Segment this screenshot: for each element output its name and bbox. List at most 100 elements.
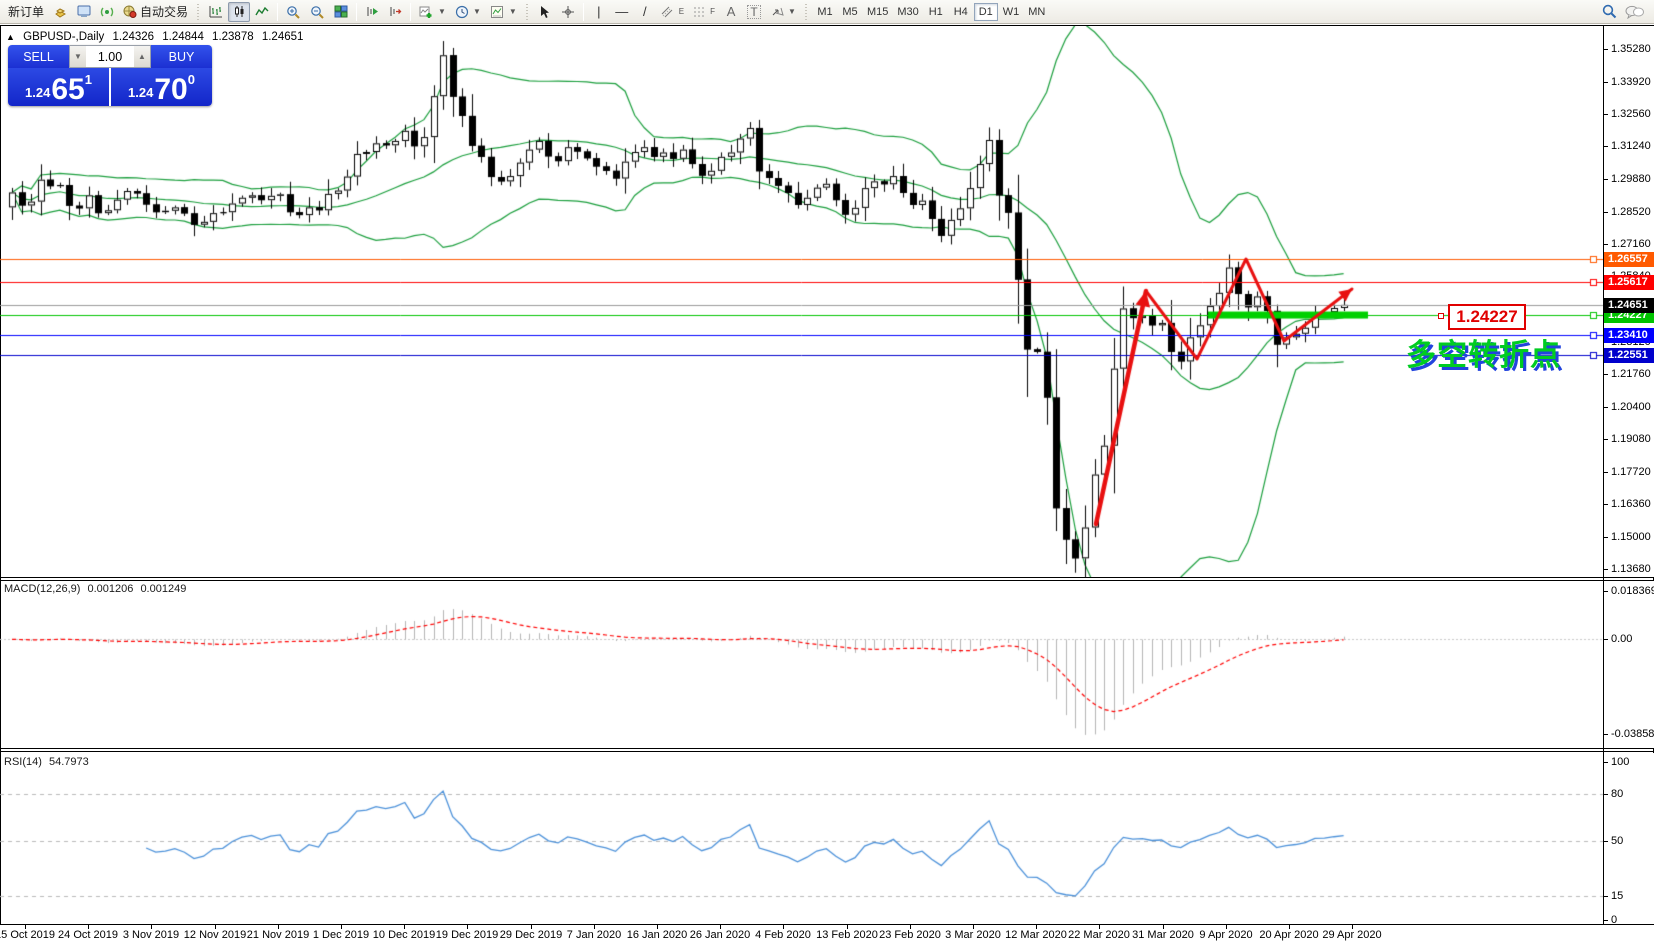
timeframe-m5[interactable]: M5 bbox=[838, 3, 862, 21]
monitor-icon bbox=[77, 5, 91, 17]
sell-price-pips: 65 bbox=[51, 73, 85, 106]
fibonacci-tool[interactable]: F bbox=[689, 2, 719, 22]
date-axis-label: 1 Dec 2019 bbox=[312, 929, 370, 941]
price-axis[interactable]: 1.35280 1.33920 1.32560 1.31240 1.29880 1.285… bbox=[1604, 26, 1654, 577]
date-axis-label: 9 Apr 2020 bbox=[1199, 929, 1253, 941]
pivot-annotation-text[interactable]: 多空转折点 bbox=[1406, 339, 1561, 372]
channel-icon bbox=[661, 6, 673, 18]
rsi-axis-tick bbox=[1604, 896, 1608, 897]
chat-icon[interactable] bbox=[1625, 5, 1644, 19]
timeframe-mn[interactable]: MN bbox=[1024, 3, 1049, 21]
volume-value[interactable]: 1.00 bbox=[97, 49, 123, 64]
volume-field[interactable]: ▼ 1.00 ▲ bbox=[69, 45, 151, 68]
rsi-axis-tick-label: 15 bbox=[1611, 890, 1624, 902]
auto-trading-button[interactable]: 自动交易 bbox=[119, 2, 192, 22]
templates-button[interactable]: ▼ bbox=[486, 2, 521, 22]
buy-price-base: 1.24 bbox=[128, 85, 154, 100]
new-order-button[interactable]: 新订单 bbox=[4, 2, 48, 22]
date-axis-tick bbox=[783, 925, 784, 929]
channel-tool[interactable]: E bbox=[657, 2, 688, 22]
timeframe-d1[interactable]: D1 bbox=[973, 2, 998, 21]
bar-chart-mode-button[interactable] bbox=[205, 2, 227, 22]
macd-axis-tick bbox=[1604, 639, 1608, 640]
candlestick-mode-button[interactable] bbox=[228, 1, 251, 22]
level-price-tag[interactable]: 1.22551 bbox=[1604, 348, 1654, 363]
main-price-chart[interactable] bbox=[0, 26, 1603, 577]
price-axis-tick-label: 1.27160 bbox=[1611, 238, 1651, 250]
autotrade-globe-icon bbox=[123, 5, 137, 18]
line-chart-mode-button[interactable] bbox=[251, 2, 273, 22]
auto-scroll-button[interactable] bbox=[361, 2, 383, 22]
price-level-callout-handle[interactable] bbox=[1438, 313, 1444, 319]
macd-axis[interactable]: 0.018369 0.00 -0.038585 bbox=[1604, 581, 1654, 748]
zoom-in-button[interactable] bbox=[282, 2, 305, 22]
tile-windows-button[interactable] bbox=[330, 2, 352, 22]
text-tool[interactable]: A bbox=[720, 2, 742, 22]
periods-button[interactable]: ▼ bbox=[451, 2, 485, 22]
zoom-in-icon bbox=[287, 5, 300, 19]
level-price-tag[interactable]: 1.25617 bbox=[1604, 275, 1654, 290]
date-axis-tick bbox=[88, 925, 89, 929]
data-window-icon[interactable] bbox=[73, 2, 95, 22]
price-axis-tick bbox=[1604, 146, 1608, 147]
date-axis-tick bbox=[531, 925, 532, 929]
date-axis-tick bbox=[847, 925, 848, 929]
chart-title-bar: ▲ GBPUSD-,Daily 1.24326 1.24844 1.23878 … bbox=[6, 31, 308, 43]
price-level-callout[interactable]: 1.24227 bbox=[1448, 304, 1526, 330]
crosshair-button[interactable] bbox=[557, 2, 579, 22]
close-value: 1.24651 bbox=[261, 31, 304, 43]
text-label-icon: T bbox=[747, 4, 761, 19]
timeframe-m30[interactable]: M30 bbox=[893, 3, 922, 21]
panel-splitter[interactable] bbox=[0, 580, 1654, 581]
timeframe-m1[interactable]: M1 bbox=[813, 3, 837, 21]
arrows-icon bbox=[772, 7, 784, 16]
timeframe-h4[interactable]: H4 bbox=[949, 3, 973, 21]
toolbar-grip bbox=[524, 3, 530, 20]
market-watch-icon[interactable] bbox=[49, 2, 72, 22]
timeframe-h1[interactable]: H1 bbox=[924, 3, 948, 21]
text-label-tool[interactable]: T bbox=[743, 2, 765, 22]
panel-splitter[interactable] bbox=[0, 751, 1654, 752]
level-price-tag[interactable]: 1.26557 bbox=[1604, 252, 1654, 267]
date-axis-tick bbox=[720, 925, 721, 929]
chart-shift-button[interactable] bbox=[384, 2, 406, 22]
timeframe-m15[interactable]: M15 bbox=[863, 3, 892, 21]
macd-label: MACD(12,26,9) 0.001206 0.001249 bbox=[4, 583, 190, 595]
date-axis[interactable]: 15 Oct 2019 24 Oct 2019 3 Nov 2019 12 Nov 2… bbox=[0, 925, 1654, 943]
date-axis-tick bbox=[1289, 925, 1290, 929]
macd-signal-value: 0.001249 bbox=[140, 583, 187, 595]
volume-increase-button[interactable]: ▲ bbox=[134, 46, 150, 67]
date-axis-label: 4 Feb 2020 bbox=[755, 929, 811, 941]
search-icon[interactable] bbox=[1602, 4, 1617, 19]
toolbar-separator bbox=[582, 2, 584, 21]
volume-decrease-button[interactable]: ▼ bbox=[70, 46, 86, 67]
arrows-tool[interactable]: ▼ bbox=[766, 2, 800, 22]
date-axis-label: 26 Jan 2020 bbox=[689, 929, 751, 941]
zoom-out-button[interactable] bbox=[306, 2, 329, 22]
level-price-tag[interactable]: 1.23410 bbox=[1604, 328, 1654, 343]
panel-splitter[interactable] bbox=[0, 748, 1654, 749]
macd-indicator-panel[interactable] bbox=[0, 581, 1603, 748]
indicators-button[interactable]: ▼ bbox=[415, 2, 450, 22]
price-axis-tick bbox=[1604, 212, 1608, 213]
panel-splitter[interactable] bbox=[0, 577, 1654, 578]
trendline-tool[interactable]: / bbox=[634, 2, 656, 22]
buy-button[interactable]: BUY bbox=[151, 45, 212, 68]
buy-price-display[interactable]: 1.24 70 0 bbox=[111, 68, 212, 106]
sell-button[interactable]: SELL bbox=[8, 45, 69, 68]
horizontal-line-tool[interactable]: — bbox=[611, 2, 633, 22]
rsi-indicator-panel[interactable] bbox=[0, 753, 1603, 924]
timeframe-w1[interactable]: W1 bbox=[999, 3, 1024, 21]
macd-axis-tick bbox=[1604, 591, 1608, 592]
vertical-line-tool[interactable]: | bbox=[588, 2, 610, 22]
sell-price-display[interactable]: 1.24 65 1 bbox=[8, 68, 109, 106]
collapse-panel-arrow-icon[interactable]: ▲ bbox=[6, 32, 15, 42]
signal-icon[interactable] bbox=[96, 2, 118, 22]
date-axis-tick bbox=[657, 925, 658, 929]
date-axis-label: 31 Mar 2020 bbox=[1132, 929, 1194, 941]
text-icon: A bbox=[726, 4, 736, 19]
rsi-axis-tick bbox=[1604, 794, 1608, 795]
cursor-button[interactable] bbox=[534, 2, 556, 22]
rsi-axis[interactable]: 100 80 50 15 0 bbox=[1604, 753, 1654, 926]
price-axis-tick bbox=[1604, 179, 1608, 180]
